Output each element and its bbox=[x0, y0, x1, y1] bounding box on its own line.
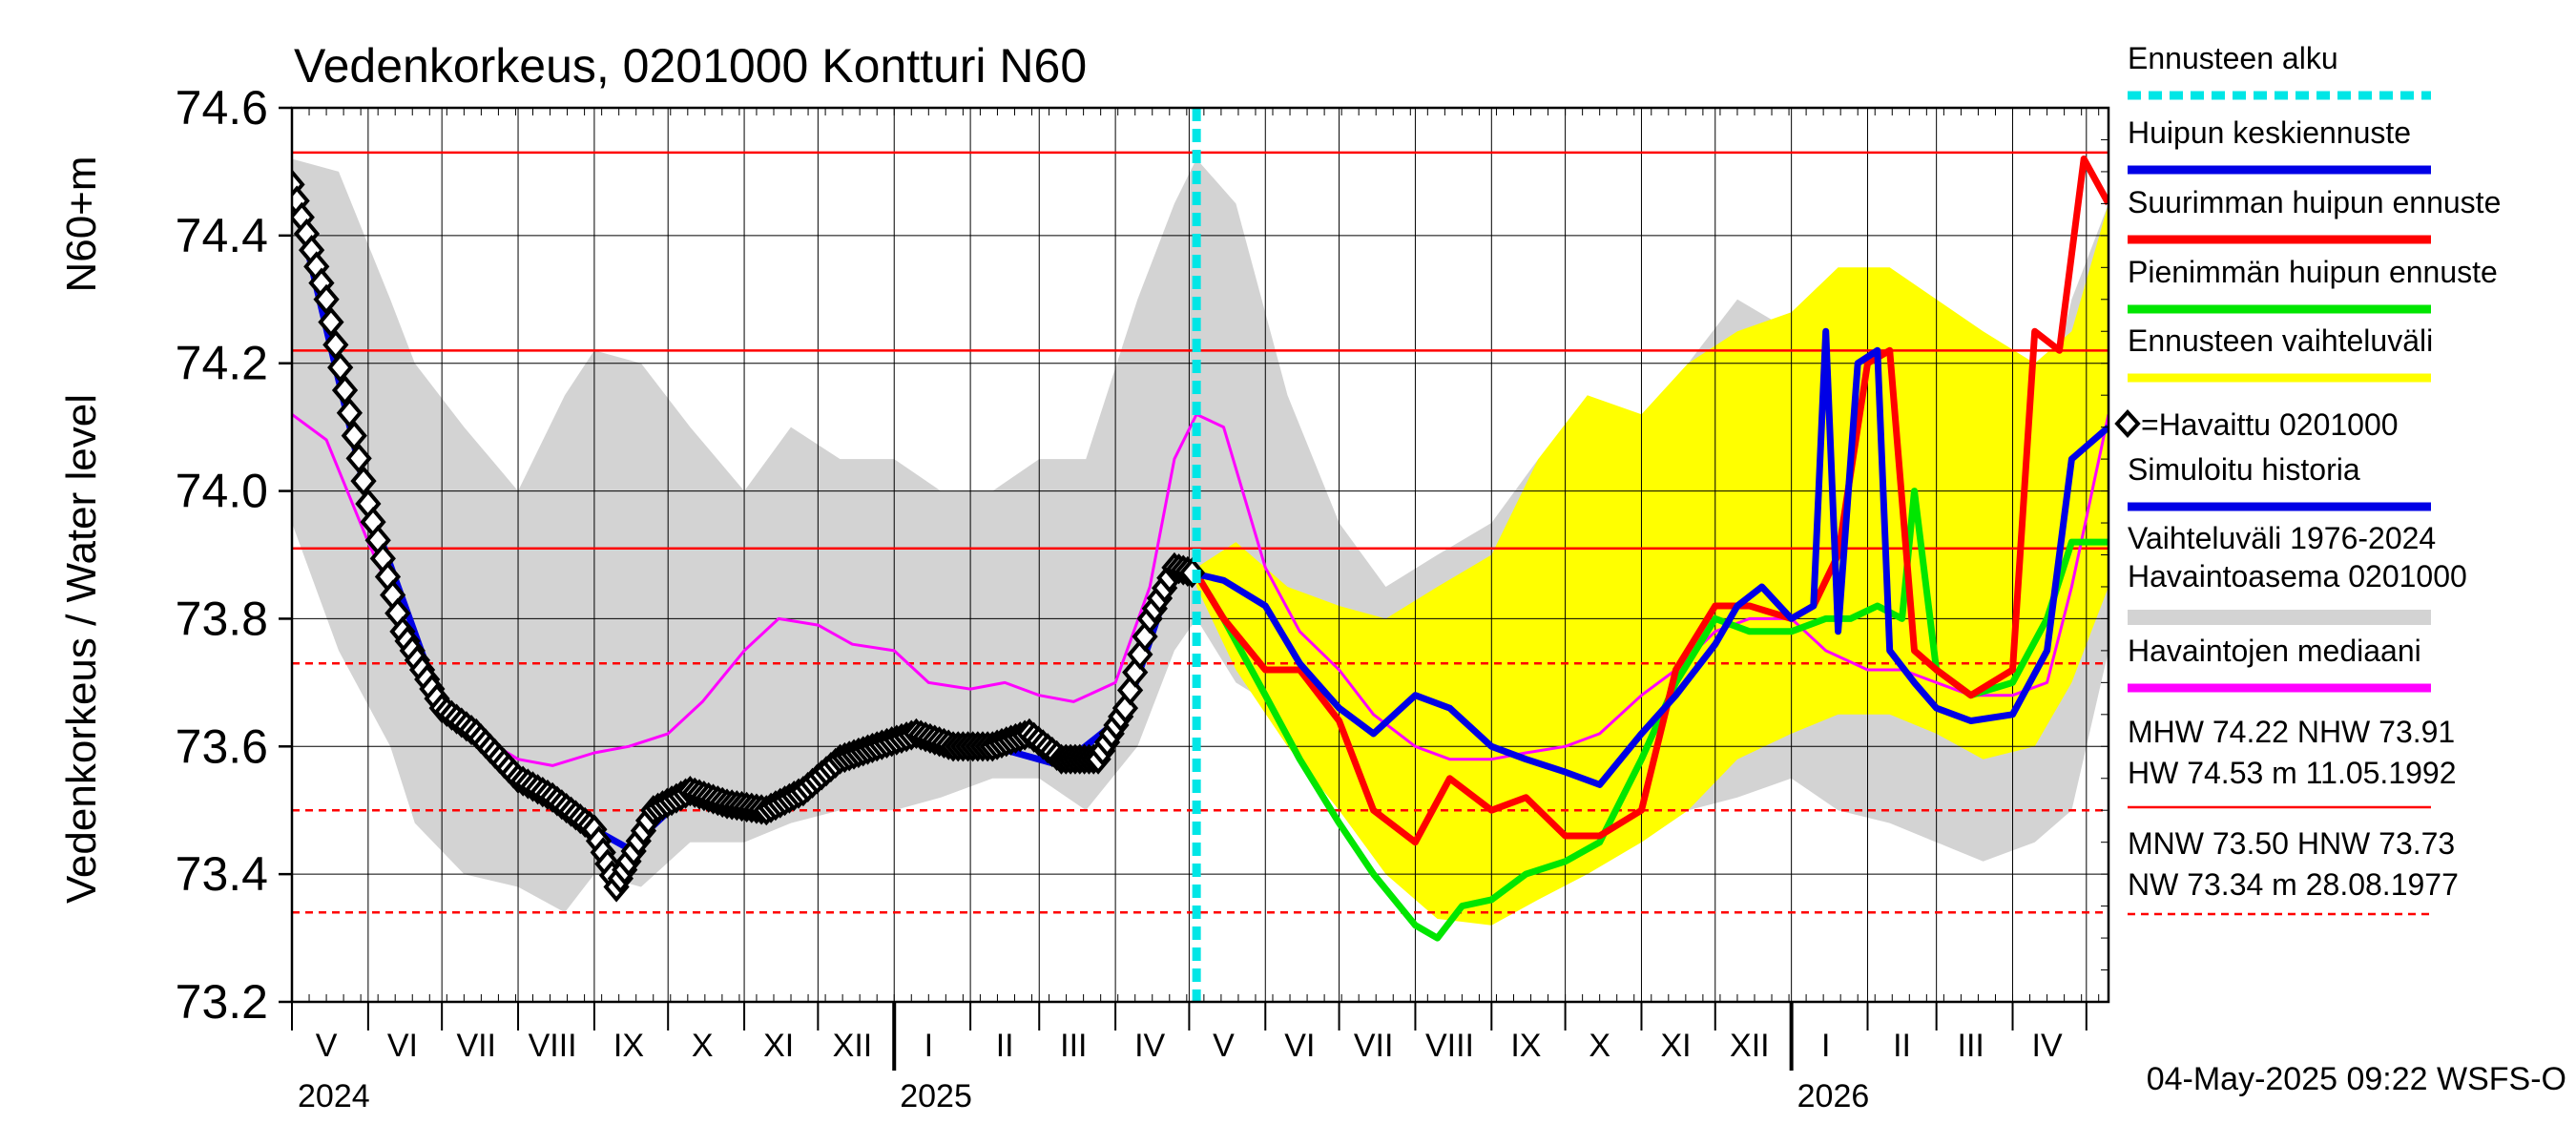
month-label: XI bbox=[1660, 1028, 1691, 1064]
observed-marker bbox=[318, 306, 344, 338]
month-label: VI bbox=[387, 1028, 418, 1064]
legend-label: Vaihteluväli 1976-2024 bbox=[2128, 521, 2436, 555]
series-forecast-max bbox=[1194, 156, 2109, 846]
year-label: 2025 bbox=[900, 1078, 972, 1114]
stats-line: MNW 73.50 HNW 73.73 bbox=[2128, 826, 2455, 861]
month-label: II bbox=[1893, 1028, 1911, 1064]
plot-area bbox=[292, 108, 2109, 1002]
y-tick-label: 74.4 bbox=[176, 209, 268, 262]
y-axis-unit: N60+m bbox=[58, 156, 105, 292]
month-label: VIII bbox=[529, 1028, 577, 1064]
observed-marker bbox=[313, 283, 340, 315]
month-label: III bbox=[1958, 1028, 1984, 1064]
legend-label: Huipun keskiennuste bbox=[2128, 115, 2411, 150]
month-label: IX bbox=[1510, 1028, 1541, 1064]
legend-label: Havaintoasema 0201000 bbox=[2128, 559, 2467, 593]
legend-label: =Havaittu 0201000 bbox=[2141, 407, 2399, 442]
y-tick-label: 74.2 bbox=[176, 337, 268, 390]
y-tick-label: 73.2 bbox=[176, 975, 268, 1029]
month-label: I bbox=[924, 1028, 933, 1064]
legend-label: Suurimman huipun ennuste bbox=[2128, 185, 2501, 219]
month-label: III bbox=[1060, 1028, 1087, 1064]
observed-marker bbox=[336, 397, 364, 428]
month-label: I bbox=[1821, 1028, 1830, 1064]
observed-marker bbox=[350, 466, 377, 497]
month-label: IX bbox=[613, 1028, 644, 1064]
legend-label: Pienimmän huipun ennuste bbox=[2128, 255, 2498, 289]
y-tick-label: 73.8 bbox=[176, 592, 268, 645]
y-tick-label: 73.4 bbox=[176, 847, 268, 901]
series-forecast-mid bbox=[1195, 327, 2109, 788]
y-tick-label: 74.0 bbox=[176, 465, 268, 518]
month-label: VII bbox=[1354, 1028, 1394, 1064]
month-label: V bbox=[1213, 1028, 1235, 1064]
month-label: X bbox=[692, 1028, 714, 1064]
y-axis-label: Vedenkorkeus / Water level bbox=[58, 394, 105, 904]
month-label: XI bbox=[763, 1028, 794, 1064]
month-label: V bbox=[316, 1028, 338, 1064]
y-tick-label: 74.6 bbox=[176, 81, 268, 135]
legend-label: Simuloitu historia bbox=[2128, 452, 2360, 487]
year-label: 2024 bbox=[298, 1078, 370, 1114]
observed-marker bbox=[345, 443, 372, 474]
stats-line: NW 73.34 m 28.08.1977 bbox=[2128, 867, 2459, 902]
observed-marker bbox=[327, 352, 354, 384]
y-tick-label: 73.6 bbox=[176, 719, 268, 773]
month-label: VIII bbox=[1425, 1028, 1474, 1064]
legend-label: Ennusteen alku bbox=[2128, 41, 2338, 75]
month-label: VI bbox=[1284, 1028, 1315, 1064]
observed-marker bbox=[322, 329, 349, 361]
legend: Ennusteen alku Huipun keskiennuste Suurimm… bbox=[2114, 41, 2501, 916]
observed-marker bbox=[341, 420, 367, 451]
month-label: II bbox=[996, 1028, 1014, 1064]
stats-line: HW 74.53 m 11.05.1992 bbox=[2128, 756, 2457, 790]
month-label: IV bbox=[1134, 1028, 1165, 1064]
year-label: 2026 bbox=[1797, 1078, 1870, 1114]
month-label: XII bbox=[833, 1028, 873, 1064]
legend-label: Havaintojen mediaani bbox=[2128, 634, 2421, 668]
chart-title: Vedenkorkeus, 0201000 Kontturi N60 bbox=[294, 39, 1087, 93]
month-label: IV bbox=[2032, 1028, 2063, 1064]
footer-timestamp: 04-May-2025 09:22 WSFS-O bbox=[2147, 1061, 2566, 1097]
legend-marker bbox=[2114, 409, 2141, 438]
month-label: X bbox=[1589, 1028, 1610, 1064]
month-label: XII bbox=[1730, 1028, 1770, 1064]
observed-marker bbox=[331, 374, 359, 406]
legend-label: Ennusteen vaihteluväli bbox=[2128, 323, 2433, 358]
month-label: VII bbox=[456, 1028, 496, 1064]
stats-line: MHW 74.22 NHW 73.91 bbox=[2128, 715, 2455, 749]
